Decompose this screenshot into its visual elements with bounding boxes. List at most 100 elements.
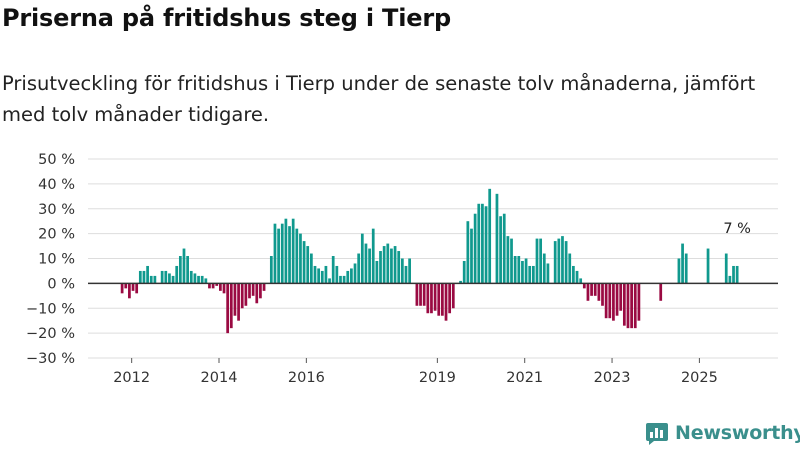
bar [528,265,532,284]
bar [135,283,139,294]
bar [470,228,473,284]
bar [288,226,291,284]
bar [633,283,637,329]
bar [582,283,586,289]
bar [615,283,619,316]
bar [335,265,339,284]
bar [586,283,590,301]
bar [622,283,626,326]
bar [590,283,593,296]
bar [593,283,597,296]
bar [229,283,233,329]
bar [273,223,277,284]
bar [400,258,404,284]
bar [299,233,302,284]
bar [510,238,513,284]
bar [375,260,379,284]
bar [186,256,189,284]
bar [313,265,317,284]
bar [200,275,204,284]
bar [146,265,149,284]
bar [542,253,546,284]
bar [386,243,390,284]
bar [360,233,364,284]
bar [309,253,313,284]
bar [193,273,197,284]
bar [597,283,601,301]
bar [451,283,455,309]
bar [295,228,299,284]
bar [182,248,186,284]
bar [284,218,288,284]
bar [178,256,182,284]
bar [466,221,470,284]
bar [564,241,568,284]
bar [189,270,193,284]
bar [448,283,452,314]
bar [579,278,583,284]
bar [262,283,266,291]
bar [306,246,310,284]
bar [517,256,521,284]
last-value-label: 7 % [723,221,751,237]
bar [291,218,295,284]
bar [219,283,222,291]
bar [612,283,615,321]
bar [226,283,230,334]
bar [513,256,517,284]
bar [408,258,411,284]
bar [568,253,572,284]
bar [222,283,226,294]
bar [368,248,371,284]
bar [521,260,524,284]
x-tick-label: 2021 [506,370,543,386]
bar [608,283,612,319]
bar [706,248,710,284]
bar [248,283,251,299]
x-tick-label: 2012 [113,370,150,386]
gridlines [88,158,778,359]
bar [371,228,375,284]
bar [197,275,200,284]
x-axis: 2012 2014 2016 2019 2021 2023 2025 [113,358,718,386]
bar [630,283,633,329]
bar [495,193,499,284]
bar [415,283,419,306]
newsworthy-logo-text: Newsworthy [675,422,800,444]
y-axis: −30 % −20 % −10 % 0 % 10 % 20 % 30 % 40 % 50 % [26,152,75,367]
bar [397,251,401,284]
bar [684,253,688,284]
bar [539,238,543,284]
bar [353,263,357,284]
bar [619,283,623,311]
bar [426,283,430,314]
x-tick-label: 2016 [288,370,325,386]
newsworthy-logo-icon [646,423,668,445]
bar [444,283,448,321]
bar [575,270,579,284]
bar [269,256,273,284]
bar [535,238,539,284]
bar [430,283,433,314]
bar [244,283,248,306]
bar [346,270,350,284]
bar [531,265,535,284]
bar [120,283,124,294]
bar [441,283,444,316]
y-tick-label: 30 % [38,202,75,218]
bar [160,270,164,284]
bar [553,241,557,284]
bar [626,283,630,329]
bar [488,188,492,284]
bar [233,283,237,316]
bar [379,251,382,284]
bar [433,283,437,311]
bar [502,213,506,284]
bar [302,241,306,284]
y-tick-label: −30 % [26,351,75,367]
bar [208,283,211,289]
y-tick-label: 50 % [38,152,75,168]
bar [364,243,368,284]
bar [473,213,477,284]
